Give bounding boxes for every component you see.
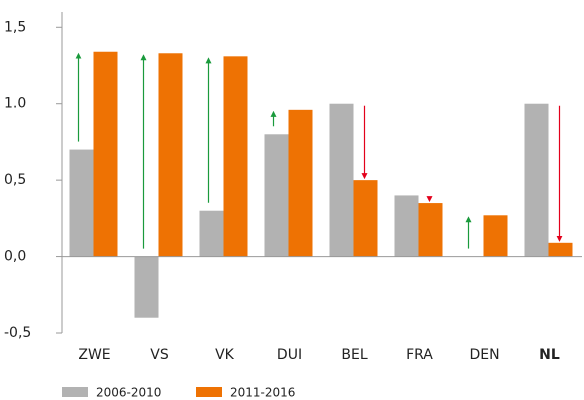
bar [524, 103, 549, 257]
bar [158, 53, 183, 257]
y-tick-label: 0,5 [4, 172, 26, 188]
bar [394, 195, 419, 257]
bar [288, 109, 313, 257]
x-tick-label: DUI [277, 347, 302, 363]
bar [264, 134, 289, 257]
x-tick-label: BEL [341, 347, 367, 363]
x-tick-label: VK [215, 347, 235, 363]
legend-label: 2006-2010 [96, 386, 161, 400]
x-tick-label: FRA [406, 347, 433, 363]
bar [199, 210, 224, 257]
bar [483, 215, 508, 257]
bar [418, 203, 443, 257]
legend-label: 2011-2016 [230, 386, 295, 400]
bar [329, 103, 354, 257]
bar [69, 149, 94, 257]
x-tick-label: VS [150, 347, 169, 363]
bar [548, 242, 573, 257]
y-tick-label: 0,0 [4, 249, 26, 265]
bar [93, 51, 118, 257]
bar [134, 256, 159, 318]
x-tick-label: DEN [469, 347, 499, 363]
bar [223, 56, 248, 257]
bar [353, 180, 378, 257]
y-tick-label: 1,5 [4, 19, 26, 35]
y-tick-label: -0,5 [4, 325, 31, 341]
legend-swatch [196, 387, 222, 397]
legend-swatch [62, 387, 88, 397]
x-tick-label: ZWE [78, 347, 110, 363]
y-tick-label: 1.0 [4, 96, 26, 112]
x-tick-label: NL [539, 347, 560, 363]
